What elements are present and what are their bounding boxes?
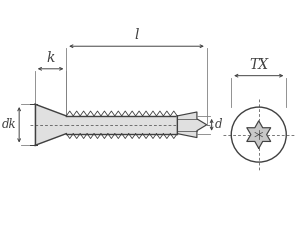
Polygon shape — [177, 112, 207, 137]
Text: TX: TX — [249, 58, 268, 72]
Polygon shape — [66, 116, 177, 134]
Text: l: l — [134, 28, 139, 42]
Text: dk: dk — [2, 118, 16, 131]
Text: d: d — [214, 118, 222, 131]
Text: k: k — [46, 51, 55, 65]
Polygon shape — [247, 121, 271, 148]
Polygon shape — [35, 104, 66, 145]
